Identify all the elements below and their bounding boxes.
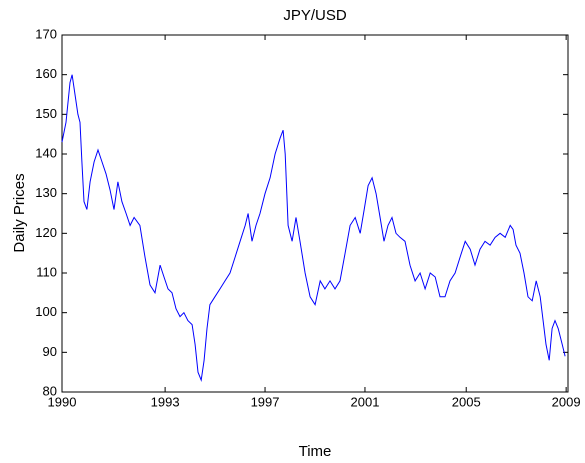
x-axis-label: Time	[299, 443, 332, 460]
y-tick-label: 160	[35, 66, 57, 81]
y-tick-label: 90	[43, 344, 57, 359]
y-tick-label: 120	[35, 225, 57, 240]
plot-frame	[61, 34, 569, 393]
y-tick-label: 100	[35, 304, 57, 319]
x-tick-label: 2001	[351, 394, 380, 409]
price-line	[61, 74, 566, 382]
x-tick-label: 2009	[552, 394, 581, 409]
x-tick-label: 2005	[452, 394, 481, 409]
y-tick-label: 140	[35, 145, 57, 160]
y-tick-label: 150	[35, 106, 57, 121]
y-tick-label: 130	[35, 185, 57, 200]
y-tick-label: 110	[36, 264, 57, 279]
x-tick-label: 1993	[151, 394, 180, 409]
chart-title: JPY/USD	[283, 7, 347, 24]
y-tick-label: 170	[35, 26, 57, 41]
x-tick-label: 1997	[251, 394, 280, 409]
y-axis-label: Daily Prices	[11, 173, 28, 252]
y-tick-label: 80	[43, 383, 57, 398]
x-tick-label: 1990	[48, 394, 77, 409]
